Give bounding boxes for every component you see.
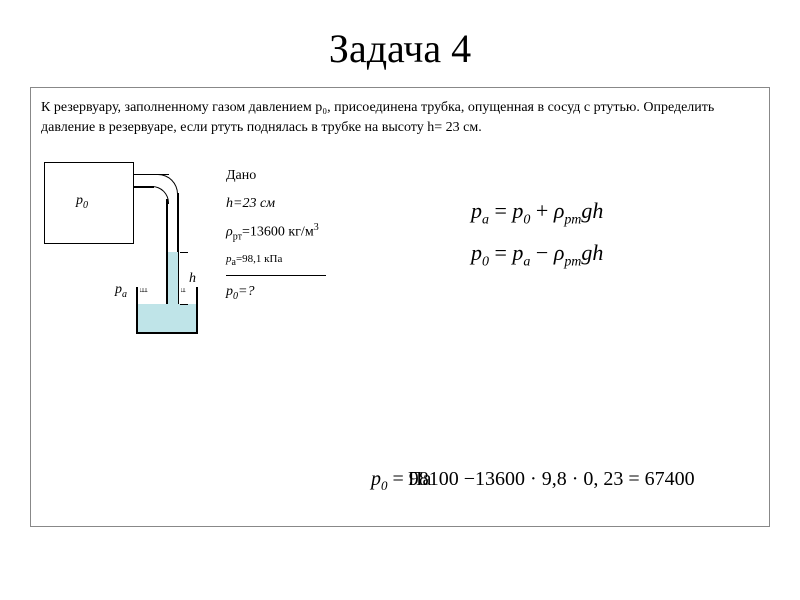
given-rho: ρрт=13600 кг/м3	[226, 218, 326, 247]
mercury-in-tube	[168, 252, 178, 304]
h-marker-bottom	[180, 304, 188, 305]
mercury-in-vessel	[138, 304, 197, 332]
given-header: Дано	[226, 162, 326, 190]
solution-equation: p0Па = 98100 −13600 · 9,8 · 0, 23 = 6740…	[371, 468, 695, 494]
solution-unit-overlap: Па	[408, 468, 431, 491]
given-data: Дано h=23 см ρрт=13600 кг/м3 pа=98,1 кПа…	[226, 157, 326, 357]
physics-diagram: p0 ↓↓↓↓↓ ↓↓↓ h pa	[41, 157, 206, 357]
given-pa: pа=98,1 кПа	[226, 248, 326, 273]
pa-label: pa	[115, 282, 127, 300]
vessel-right-wall	[196, 287, 198, 332]
equation-2: p0 = pa − ρртgh	[471, 240, 603, 270]
h-marker-top	[180, 252, 188, 253]
content-box: К резервуару, заполненному газом давлени…	[30, 87, 770, 527]
h-label: h	[189, 271, 196, 287]
page-title: Задача 4	[0, 0, 800, 87]
equation-1: pa = p0 + ρртgh	[471, 198, 603, 228]
given-find: p0=?	[226, 278, 326, 307]
problem-statement: К резервуару, заполненному газом давлени…	[41, 98, 759, 137]
pressure-arrows-left: ↓↓↓↓↓	[139, 287, 147, 293]
vessel-bottom-wall	[136, 332, 198, 334]
given-h: h=23 см	[226, 190, 326, 218]
pressure-arrows-right: ↓↓↓	[180, 287, 185, 293]
vessel-left-wall	[136, 287, 138, 332]
given-divider	[226, 275, 326, 276]
p0-label: p0	[76, 193, 88, 211]
equations-block: pa = p0 + ρртgh p0 = pa − ρртgh	[471, 198, 603, 283]
reservoir-box	[44, 162, 134, 244]
main-row: p0 ↓↓↓↓↓ ↓↓↓ h pa Дано h=23 см ρрт=13600…	[41, 157, 759, 357]
